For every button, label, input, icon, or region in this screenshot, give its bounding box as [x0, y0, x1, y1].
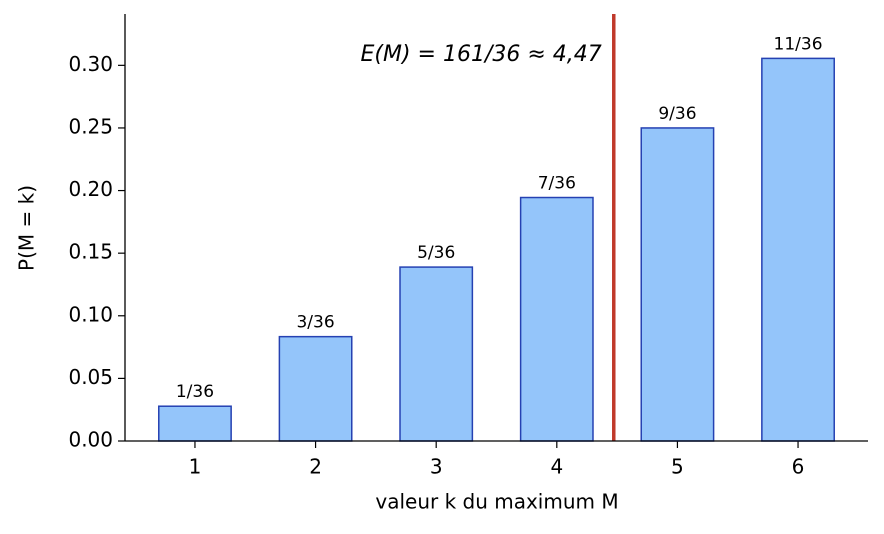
- mean-annotation: E(M) = 161/36 ≈ 4,47: [360, 42, 601, 67]
- x-tick-label: 4: [550, 455, 563, 479]
- x-tick-label: 6: [792, 455, 805, 479]
- y-tick-label: 0.25: [68, 114, 113, 138]
- y-tick-label: 0.15: [68, 240, 113, 264]
- bar: [399, 266, 474, 442]
- y-tick-label: 0.05: [68, 365, 113, 389]
- value-label: 9/36: [658, 104, 696, 124]
- y-tick-label: 0.00: [68, 428, 113, 452]
- x-tick-label: 5: [671, 455, 684, 479]
- value-label: 1/36: [176, 382, 214, 402]
- bar: [640, 127, 715, 442]
- y-tick-label: 0.30: [68, 52, 113, 76]
- x-tick-label: 1: [189, 455, 202, 479]
- y-tick-label: 0.10: [68, 302, 113, 326]
- value-label: 7/36: [538, 174, 576, 194]
- bar: [519, 196, 594, 442]
- x-tick-label: 2: [309, 455, 322, 479]
- x-axis-label: valeur k du maximum M: [375, 490, 618, 514]
- value-label: 11/36: [774, 34, 823, 54]
- bar: [278, 335, 353, 442]
- value-label: 3/36: [296, 313, 334, 333]
- bar: [761, 57, 835, 442]
- x-tick-label: 3: [430, 455, 443, 479]
- y-tick-label: 0.20: [68, 177, 113, 201]
- y-axis-label: P(M = k): [15, 185, 39, 271]
- bar: [158, 405, 232, 442]
- value-label: 5/36: [417, 243, 455, 263]
